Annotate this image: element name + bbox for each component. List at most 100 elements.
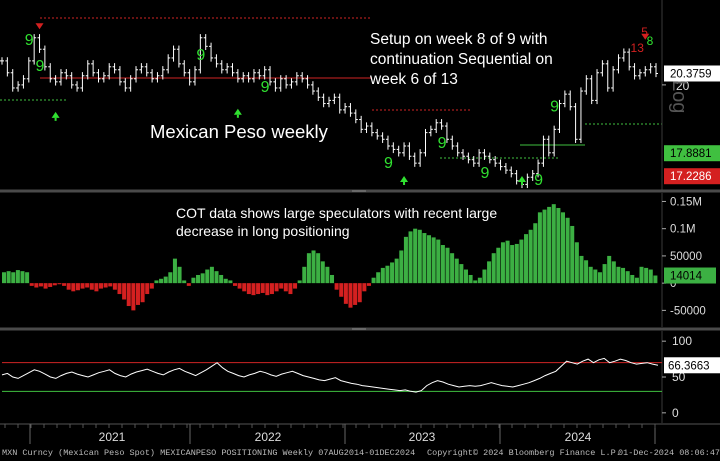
cot-positioning-panel: 0.15M 0.1M 50000 0 -50000 14014: [2, 193, 716, 327]
footer-copyright: Copyright© 2024 Bloomberg Finance L.P.: [427, 448, 621, 458]
buy-arrow-stem: [54, 117, 57, 121]
cot-bar: [639, 266, 644, 284]
cot-bar: [408, 231, 413, 284]
cot-bar: [71, 283, 76, 292]
cot-bar: [510, 245, 515, 284]
cot-bar: [80, 283, 85, 289]
cot-bar: [422, 233, 427, 284]
cot-bar: [191, 277, 196, 284]
cot-bar: [316, 253, 321, 284]
x-axis-label: 2021: [99, 430, 126, 444]
cot-bar: [256, 283, 261, 295]
cot-tick-label: 0.1M: [670, 224, 696, 236]
cot-bar: [376, 272, 381, 284]
cot-bar: [117, 283, 122, 295]
cot-bar: [634, 277, 639, 284]
cot-bar: [468, 274, 473, 284]
cot-bar: [48, 283, 53, 287]
cot-bar: [491, 253, 496, 284]
cot-annotation: COT data shows large speculators with re…: [176, 205, 498, 239]
setup-count-label: 9: [438, 135, 447, 152]
cot-bar: [15, 270, 20, 284]
cot-bar: [394, 258, 399, 284]
cot-bar: [427, 235, 432, 284]
price-marker-label: 17.8881: [670, 148, 712, 160]
cot-bar: [177, 266, 182, 284]
setup-count-label: 9: [196, 47, 205, 64]
cot-bar: [237, 283, 242, 289]
cot-bar: [196, 274, 201, 284]
cot-bar: [593, 269, 598, 284]
osc-last-label: 66.3663: [668, 360, 710, 372]
cot-bar: [140, 283, 145, 303]
cot-bars: [2, 204, 658, 311]
cot-bar: [334, 283, 339, 290]
cot-bar: [126, 283, 131, 307]
cot-bar: [505, 240, 510, 284]
cot-bar: [52, 283, 57, 286]
cot-bar: [519, 239, 524, 284]
cot-bar: [205, 269, 210, 284]
cot-bar: [417, 229, 422, 284]
cot-bar: [574, 242, 579, 284]
cot-bar: [288, 283, 293, 295]
cot-bar: [625, 271, 630, 284]
cot-bar: [122, 283, 127, 300]
cot-bar: [135, 283, 140, 305]
cot-bar: [454, 258, 459, 284]
cot-bar: [611, 261, 616, 284]
cot-tick-label: 50000: [670, 251, 702, 263]
cot-bar: [29, 283, 34, 286]
cot-axis: 0.15M 0.1M 50000 0 -50000 14014: [662, 196, 716, 317]
price-tick-label: 20: [676, 79, 690, 93]
osc-tick-label: 0: [672, 406, 679, 420]
chart-title: Mexican Peso weekly: [150, 121, 328, 142]
cot-bar: [34, 283, 39, 288]
cot-bar: [648, 269, 653, 284]
buy-arrow-stem: [403, 182, 406, 185]
cot-bar: [172, 258, 177, 284]
cot-bar: [431, 237, 436, 284]
cot-bar: [385, 265, 390, 284]
cot-bar: [182, 280, 187, 284]
cot-bar: [473, 280, 478, 284]
cot-bar: [597, 272, 602, 284]
cot-bar: [390, 262, 395, 284]
cot-bar: [311, 250, 316, 284]
cot-bar: [528, 229, 533, 284]
price-marker-box: [664, 65, 720, 82]
x-axis-label: 2024: [565, 430, 592, 444]
x-axis-label: 2023: [409, 430, 436, 444]
buy-arrow-stem: [520, 182, 523, 185]
cot-bar: [293, 283, 298, 289]
price-marker-box: [664, 145, 720, 162]
setup-count-label: 13: [631, 41, 645, 55]
footer-timestamp: 01-Dec-2024 08:06:47: [618, 448, 720, 458]
cot-bar: [551, 204, 556, 284]
cot-bar: [320, 261, 325, 284]
cot-bar: [570, 225, 575, 284]
cot-bar: [630, 274, 635, 284]
cot-bar: [533, 223, 538, 284]
oscillator-axis: 100 50 0 66.3663: [662, 334, 720, 420]
cot-bar: [242, 283, 247, 292]
cot-bar: [219, 274, 224, 284]
cot-bar: [57, 283, 62, 285]
cot-bar: [339, 283, 344, 297]
osc-last-box: [664, 357, 720, 374]
cot-bar: [371, 277, 376, 284]
cot-bar: [265, 283, 270, 296]
cot-tick-label: 0.15M: [670, 196, 702, 208]
cot-bar: [547, 206, 552, 284]
cot-bar: [38, 283, 43, 287]
cot-bar: [89, 283, 94, 290]
buy-arrow: [233, 108, 242, 115]
cot-bar: [112, 283, 117, 290]
cot-bar: [260, 283, 265, 293]
cot-bar: [380, 267, 385, 284]
cot-bar: [482, 269, 487, 284]
cot-bar: [62, 283, 67, 286]
